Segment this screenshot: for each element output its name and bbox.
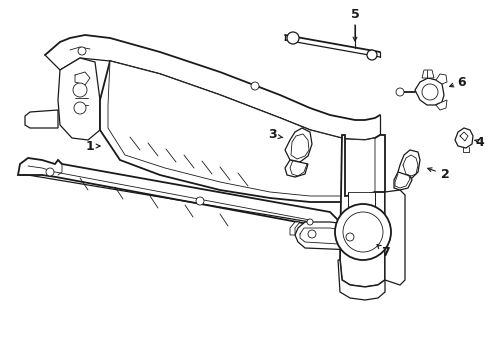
Polygon shape: [100, 61, 385, 202]
Circle shape: [73, 83, 87, 97]
Circle shape: [287, 32, 299, 44]
Circle shape: [307, 219, 313, 225]
Circle shape: [346, 233, 354, 241]
Polygon shape: [422, 70, 434, 78]
Polygon shape: [338, 260, 385, 300]
Polygon shape: [285, 160, 308, 177]
Polygon shape: [415, 78, 444, 105]
Text: 2: 2: [441, 168, 449, 181]
Text: 1: 1: [86, 139, 95, 153]
Circle shape: [46, 168, 54, 176]
Circle shape: [396, 88, 404, 96]
Polygon shape: [290, 222, 300, 235]
Polygon shape: [18, 158, 338, 234]
Polygon shape: [398, 150, 420, 178]
Circle shape: [335, 204, 391, 260]
Polygon shape: [373, 225, 378, 243]
Polygon shape: [394, 172, 412, 190]
Circle shape: [308, 230, 316, 238]
Polygon shape: [58, 58, 100, 140]
Text: 4: 4: [476, 135, 485, 148]
Circle shape: [78, 47, 86, 55]
Text: 3: 3: [268, 129, 276, 141]
Polygon shape: [436, 100, 447, 110]
Text: 6: 6: [458, 76, 466, 89]
Polygon shape: [455, 128, 473, 148]
Circle shape: [422, 84, 438, 100]
Polygon shape: [285, 128, 312, 162]
Polygon shape: [436, 74, 447, 84]
Polygon shape: [295, 222, 373, 250]
Text: 7: 7: [381, 246, 390, 258]
Circle shape: [367, 50, 377, 60]
Polygon shape: [291, 134, 309, 159]
Polygon shape: [108, 61, 375, 196]
Text: 5: 5: [351, 9, 359, 22]
Polygon shape: [348, 192, 375, 212]
Circle shape: [343, 212, 383, 252]
Polygon shape: [340, 135, 385, 287]
Circle shape: [74, 102, 86, 114]
Polygon shape: [25, 110, 58, 128]
Circle shape: [251, 82, 259, 90]
Polygon shape: [385, 190, 405, 285]
Circle shape: [196, 197, 204, 205]
